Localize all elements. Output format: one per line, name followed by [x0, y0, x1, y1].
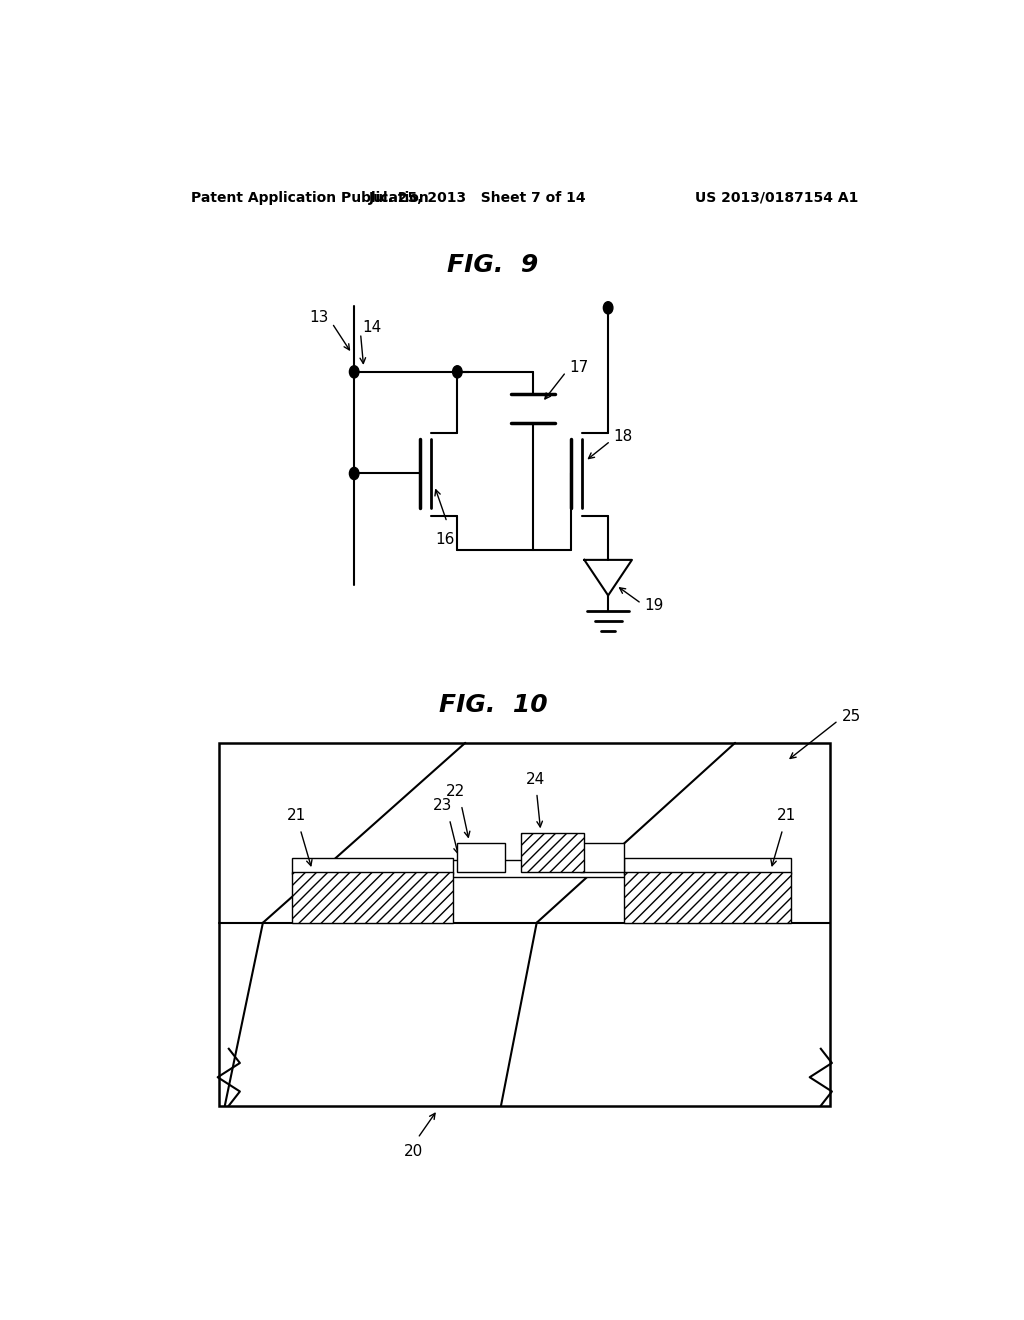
Text: 17: 17: [569, 360, 589, 375]
Text: 19: 19: [645, 598, 664, 612]
Bar: [450, 859, 628, 876]
Text: 22: 22: [446, 784, 465, 799]
Bar: [624, 858, 791, 874]
Text: 21: 21: [777, 808, 797, 824]
Text: 24: 24: [525, 771, 545, 787]
Text: 16: 16: [436, 532, 455, 548]
Text: Jul. 25, 2013   Sheet 7 of 14: Jul. 25, 2013 Sheet 7 of 14: [369, 191, 586, 205]
Text: 18: 18: [613, 429, 633, 445]
Circle shape: [349, 366, 359, 378]
Text: 14: 14: [362, 319, 381, 335]
Bar: [624, 873, 791, 923]
Text: 13: 13: [309, 310, 329, 326]
Text: 20: 20: [404, 1144, 423, 1159]
Text: FIG.  9: FIG. 9: [447, 253, 539, 277]
Bar: [521, 833, 585, 873]
Text: US 2013/0187154 A1: US 2013/0187154 A1: [694, 191, 858, 205]
Bar: [292, 873, 454, 923]
Text: 25: 25: [842, 709, 861, 723]
Bar: [458, 843, 505, 873]
Text: 23: 23: [433, 799, 453, 813]
Text: 21: 21: [287, 808, 306, 824]
Bar: [219, 743, 830, 1106]
Text: Patent Application Publication: Patent Application Publication: [191, 191, 429, 205]
Circle shape: [603, 302, 613, 314]
Circle shape: [349, 467, 359, 479]
Text: FIG.  10: FIG. 10: [438, 693, 548, 717]
Bar: [581, 843, 624, 873]
Circle shape: [453, 366, 462, 378]
Bar: [292, 858, 454, 874]
